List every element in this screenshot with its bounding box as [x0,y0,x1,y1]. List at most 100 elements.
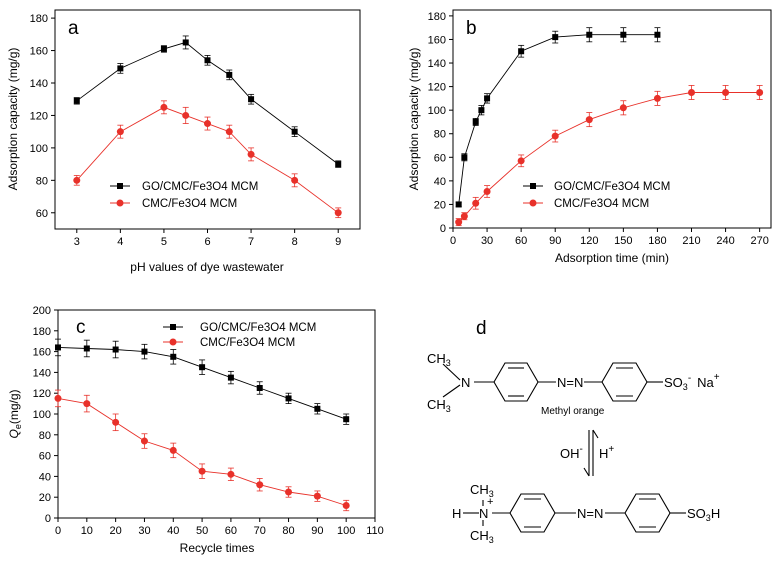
data-point-c-0-6 [227,374,234,381]
x-tick-label-c-1: 10 [81,525,93,537]
y-tick-label-b-9: 180 [428,11,446,23]
data-point-c-1-3 [140,437,148,445]
ch3-text-4: CH [470,528,489,543]
data-point-b-0-4 [484,95,491,102]
data-point-b-0-3 [478,107,485,114]
x-tick-label-a-5: 8 [292,236,298,248]
x-tick-label-c-2: 20 [110,525,122,537]
data-point-c-1-9 [313,492,321,500]
ch3-sub-3: 3 [489,489,494,499]
x-tick-label-a-3: 6 [204,236,210,248]
sulfonic-acid-label: SO3H [687,506,720,523]
y-tick-label-b-0: 0 [440,223,446,235]
data-point-b-1-8 [653,94,661,102]
x-axis-title-b: Adsorption time (min) [555,251,669,265]
amine-n-top: N [461,375,470,390]
data-point-b-1-9 [688,88,695,96]
benzene-ring-3 [509,493,556,533]
data-point-a-0-6 [248,96,255,103]
benzene-ring-2 [601,362,648,402]
data-point-a-0-3 [182,39,189,46]
legend-b: GO/CMC/Fe3O4 MCM CMC/Fe3O4 MCM [523,181,670,210]
data-point-a-0-1 [117,65,124,72]
x-tick-label-b-0: 0 [450,235,456,247]
legend-label-c-1: GO/CMC/Fe3O4 MCM [200,322,316,334]
panel-label-c: c [76,317,86,338]
data-point-c-1-7 [256,481,264,489]
data-point-b-0-9 [654,31,661,38]
x-tick-label-c-6: 60 [225,525,237,537]
data-point-c-1-4 [169,446,177,454]
data-point-a-0-8 [335,161,342,168]
x-tick-label-b-4: 120 [580,235,598,247]
x-tick-label-c-3: 30 [138,525,150,537]
y-tick-label-a-4: 140 [30,78,48,90]
data-point-b-0-2 [472,118,479,125]
y-tick-label-a-1: 80 [36,175,48,187]
arrow-up-head [592,429,599,439]
data-point-c-0-10 [343,416,350,423]
data-point-a-0-2 [160,45,167,52]
data-point-a-1-4 [204,120,211,128]
y-tick-label-b-7: 140 [428,58,446,70]
bond-methyl-bottom [442,384,461,398]
data-point-a-1-6 [247,150,255,158]
methyl-orange-structure [442,362,663,402]
legend-c: GO/CMC/Fe3O4 MCM CMC/Fe3O4 MCM [163,322,316,349]
data-point-c-0-8 [285,395,292,402]
data-point-b-0-1 [461,154,468,161]
methyl-orange-caption: Methyl orange [541,406,605,417]
ch3-text-3: CH [470,482,489,497]
y-tick-label-b-2: 40 [434,176,446,188]
methyl-label-top: CH3 [427,351,451,368]
benzene-ring-1 [493,362,539,402]
so3h-text: SO [687,506,706,521]
y-tick-label-c-8: 160 [33,347,51,359]
data-point-b-1-10 [722,88,730,96]
y-tick-label-b-5: 100 [428,105,446,117]
data-point-c-1-1 [83,400,91,408]
y-tick-label-b-1: 20 [434,199,446,211]
data-point-a-1-0 [73,176,81,184]
data-point-c-0-4 [170,353,177,360]
data-point-c-0-7 [256,385,263,391]
y-tick-label-a-6: 180 [30,13,48,25]
chart-panel-c: c 0 10 20 30 40 50 60 70 80 90 100 110 0 20 40 60 80 100 1… [7,305,384,555]
so3-charge: - [688,373,691,384]
data-point-b-0-8 [620,31,627,38]
data-point-a-0-0 [73,97,80,104]
x-tick-label-c-7: 70 [254,525,266,537]
y-tick-label-a-3: 120 [30,110,48,122]
data-point-a-0-4 [204,57,211,64]
methyl-label-4: CH3 [470,528,494,545]
data-point-c-1-10 [342,502,350,510]
chemical-diagram: d CH3 N CH3 N=N SO3- Na+ Methyl orange [427,318,720,545]
legend-label-b-1: GO/CMC/Fe3O4 MCM [554,181,670,193]
y-tick-label-a-5: 160 [30,46,48,58]
x-tick-label-a-6: 9 [335,236,341,248]
data-point-b-0-5 [518,48,525,55]
y-tick-label-a-0: 60 [36,208,48,220]
x-tick-label-b-5: 150 [614,235,632,247]
data-point-a-0-5 [226,71,233,78]
x-tick-label-b-9: 270 [750,235,768,247]
sodium-text: Na [697,375,714,390]
x-axis-title-c: Recycle times [180,541,255,555]
x-tick-label-b-3: 90 [549,235,561,247]
benzene-ring-4 [624,493,671,533]
data-point-b-1-5 [551,132,559,140]
y-axis-title-b: Adsorption capacity (mg/g) [407,48,421,191]
bond-methyl-top [442,363,461,381]
y-tick-label-c-7: 140 [33,367,51,379]
x-tick-label-b-8: 240 [716,235,734,247]
data-point-a-1-1 [116,128,124,136]
data-point-c-0-5 [199,364,206,371]
y-tick-label-c-6: 120 [33,388,51,400]
panel-label-a: a [68,18,79,39]
hydroxide-label: OH- [560,444,583,461]
legend-a: GO/CMC/Fe3O4 MCM CMC/Fe3O4 MCM [110,181,258,210]
x-tick-label-a-2: 5 [161,236,167,248]
chart-panel-b: b 0 30 60 90 120 150 180 210 240 270 0 20 40 60 80 100 1… [407,9,772,265]
data-point-b-0-0 [455,201,462,208]
data-point-b-1-0 [455,218,463,226]
